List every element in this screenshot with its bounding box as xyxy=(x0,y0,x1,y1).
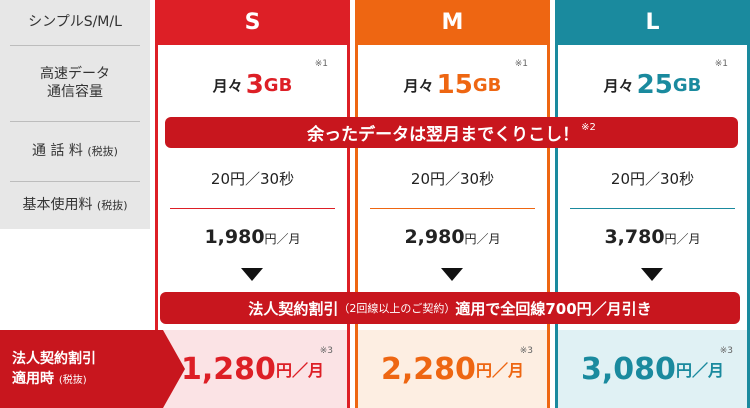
row-label-column xyxy=(0,0,150,229)
plan-s-data-note: ※1 xyxy=(314,59,328,69)
plan-l-base-fee: 3,780円／月 xyxy=(555,226,750,256)
call-rate-tax-note: (税抜) xyxy=(87,144,118,158)
plan-m-name: M xyxy=(441,10,464,35)
plan-m-call-rate-text: 20円／30秒 xyxy=(410,170,495,188)
base-fee-tax-note: (税抜) xyxy=(96,199,128,213)
plan-s-data-unit: GB xyxy=(263,74,293,96)
discount-applied-line2: 適用時 xyxy=(12,371,54,387)
call-rate-label: 通 話 料 (税抜) xyxy=(0,122,150,180)
plan-s-fee-value: 1,980 xyxy=(204,226,265,248)
data-capacity-label-line2: 通信容量 xyxy=(47,84,103,100)
plan-s-divider xyxy=(170,208,335,209)
plan-m-header: M xyxy=(355,0,550,45)
plan-l-divider xyxy=(570,208,735,209)
plan-m-discount-unit: 円／月 xyxy=(475,361,524,380)
plan-m-data-note: ※1 xyxy=(514,59,528,69)
plan-l-call-rate: 20円／30秒 xyxy=(555,168,750,196)
corporate-discount-banner: 法人契約割引 （2回線以上のご契約） 適用で全回線700円／月引き xyxy=(160,292,740,324)
arrow-right-icon xyxy=(163,330,185,408)
plan-m-fee-unit: 円／月 xyxy=(464,232,501,246)
corporate-discount-condition: （2回線以上のご契約） xyxy=(338,302,456,315)
divider xyxy=(10,121,140,122)
divider xyxy=(10,181,140,182)
down-arrow-icon xyxy=(641,268,663,281)
down-arrow-icon xyxy=(441,268,463,281)
plan-m-data-unit: GB xyxy=(472,74,502,96)
plan-m-data-amount: 15 xyxy=(436,70,473,100)
plan-l-header: L xyxy=(555,0,750,45)
plan-series-label: シンプルS/M/L xyxy=(0,0,150,45)
plan-s-discount-value: 1,280 xyxy=(181,351,276,387)
divider xyxy=(10,45,140,46)
discount-applied-label: 法人契約割引 適用時 (税抜) xyxy=(0,330,163,408)
plan-l-discount-note: ※3 xyxy=(719,346,733,356)
plan-s-discount-unit: 円／月 xyxy=(275,361,324,380)
plan-s-data: 月々 3 GB ※1 xyxy=(155,55,350,115)
plan-l-data: 月々 25 GB ※1 xyxy=(555,55,750,115)
plan-s-base-fee: 1,980円／月 xyxy=(155,226,350,256)
plan-s-discount-note: ※3 xyxy=(319,346,333,356)
plan-l-discount-value: 3,080 xyxy=(581,351,676,387)
plan-l-discount-unit: 円／月 xyxy=(675,361,724,380)
plan-s-discount-fee: 1,280 円／月 ※3 xyxy=(158,330,347,408)
plan-s-name: S xyxy=(244,10,261,35)
plan-m-divider xyxy=(370,208,535,209)
plan-m-discount-value: 2,280 xyxy=(381,351,476,387)
base-fee-label-text: 基本使用料 xyxy=(22,197,93,214)
plan-l-fee-value: 3,780 xyxy=(604,226,665,248)
plan-s-header: S xyxy=(155,0,350,45)
plan-m-fee-value: 2,980 xyxy=(404,226,465,248)
plan-l-discount-fee: 3,080 円／月 ※3 xyxy=(558,330,747,408)
data-capacity-label: 高速データ 通信容量 xyxy=(0,46,150,120)
plan-l-call-rate-text: 20円／30秒 xyxy=(610,170,695,188)
call-rate-label-text: 通 話 料 xyxy=(32,142,83,159)
plan-m-discount-fee: 2,280 円／月 ※3 xyxy=(358,330,547,408)
data-rollover-banner: 余ったデータは翌月までくりこし！ ※2 xyxy=(165,117,738,148)
plan-s-call-rate-text: 20円／30秒 xyxy=(210,170,295,188)
data-capacity-label-line1: 高速データ xyxy=(40,65,110,82)
corporate-discount-title: 法人契約割引 xyxy=(248,299,339,318)
plan-l-name: L xyxy=(645,10,660,35)
plan-l-data-note: ※1 xyxy=(714,59,728,69)
plan-m-discount-note: ※3 xyxy=(519,346,533,356)
plan-s-fee-unit: 円／月 xyxy=(264,232,301,246)
plan-m-call-rate: 20円／30秒 xyxy=(355,168,550,196)
plan-s-data-prefix: 月々 xyxy=(212,76,243,95)
data-rollover-text: 余ったデータは翌月までくりこし！ xyxy=(307,125,580,145)
plan-s-call-rate: 20円／30秒 xyxy=(155,168,350,196)
plan-l-data-prefix: 月々 xyxy=(603,76,634,95)
corporate-discount-detail: 適用で全回線700円／月引き xyxy=(455,299,652,318)
plan-m-data: 月々 15 GB ※1 xyxy=(355,55,550,115)
plan-series-text: シンプルS/M/L xyxy=(28,14,122,31)
plan-m-base-fee: 2,980円／月 xyxy=(355,226,550,256)
plan-l-data-unit: GB xyxy=(672,74,702,96)
discount-applied-line1: 法人契約割引 xyxy=(12,350,96,367)
plan-s-data-amount: 3 xyxy=(245,70,264,100)
data-rollover-note: ※2 xyxy=(581,122,596,133)
plan-m-data-prefix: 月々 xyxy=(403,76,434,95)
base-fee-label: 基本使用料 (税抜) xyxy=(0,182,150,229)
discount-applied-tax-note: (税抜) xyxy=(58,375,87,386)
down-arrow-icon xyxy=(241,268,263,281)
plan-l-fee-unit: 円／月 xyxy=(664,232,701,246)
plan-l-data-amount: 25 xyxy=(636,70,673,100)
